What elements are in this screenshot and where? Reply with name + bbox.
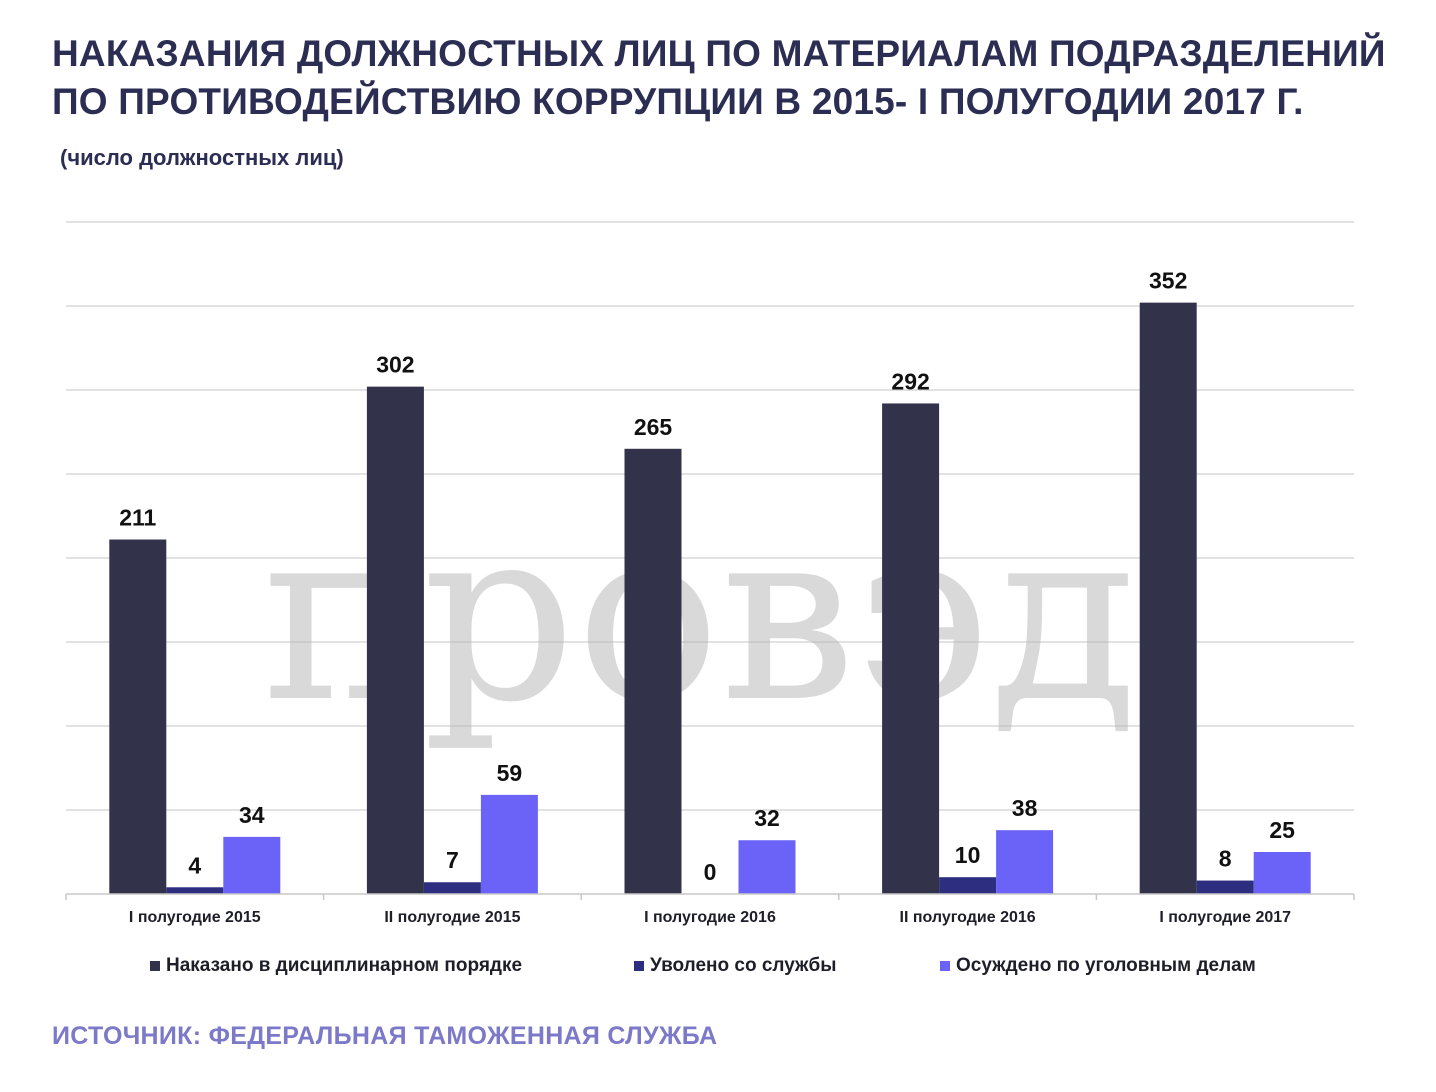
data-label: 7	[446, 847, 459, 873]
chart-title-line-1: НАКАЗАНИЯ ДОЛЖНОСТНЫХ ЛИЦ ПО МАТЕРИАЛАМ …	[52, 33, 1386, 74]
chart-subtitle: (число должностных лиц)	[60, 145, 344, 170]
legend-swatch	[940, 961, 950, 971]
data-label: 0	[704, 859, 717, 885]
legend-label: Осуждено по уголовным делам	[956, 955, 1256, 976]
x-tick-label: I полугодие 2017	[1159, 909, 1291, 926]
bar	[624, 448, 682, 894]
bar	[1196, 880, 1254, 894]
bar	[1253, 852, 1311, 894]
data-label: 265	[634, 414, 673, 440]
x-tick-label: II полугодие 2015	[384, 909, 520, 926]
data-label: 8	[1219, 846, 1232, 872]
data-label: 211	[119, 505, 156, 531]
bar	[109, 539, 167, 894]
data-label: 352	[1149, 268, 1187, 294]
legend-item: Уволено со службы	[634, 955, 836, 977]
data-label: 38	[1012, 795, 1038, 821]
bar	[166, 887, 224, 894]
bar	[1139, 302, 1197, 894]
x-tick-label: II полугодие 2016	[900, 909, 1036, 926]
x-tick-label: I полугодие 2016	[644, 909, 776, 926]
chart-title: НАКАЗАНИЯ ДОЛЖНОСТНЫХ ЛИЦ ПО МАТЕРИАЛАМ …	[52, 30, 1422, 126]
chart-area: провэд 211 4 34 I полугодие 2015 302 7 59 II пол…	[0, 190, 1436, 950]
data-label: 59	[497, 760, 523, 786]
data-label: 34	[239, 802, 265, 828]
data-label: 10	[955, 842, 981, 868]
bar	[366, 386, 424, 894]
legend-swatch	[634, 961, 644, 971]
legend-item: Наказано в дисциплинарном порядке	[150, 955, 522, 977]
data-label: 4	[188, 852, 201, 878]
data-label: 302	[376, 352, 414, 378]
data-label: 32	[754, 805, 780, 831]
data-label: 25	[1269, 817, 1295, 843]
legend-swatch	[150, 961, 160, 971]
bar	[738, 840, 796, 894]
x-tick-label: I полугодие 2015	[129, 909, 261, 926]
chart-title-line-2: ПО ПРОТИВОДЕЙСТВИЮ КОРРУПЦИИ В 2015- I П…	[52, 81, 1304, 122]
bar	[939, 877, 997, 894]
bar	[996, 830, 1054, 894]
data-label: 292	[891, 368, 929, 394]
bar	[223, 836, 281, 894]
chart-legend: Наказано в дисциплинарном порядке Уволено…	[0, 955, 1436, 981]
legend-label: Наказано в дисциплинарном порядке	[166, 955, 523, 976]
legend-item: Осуждено по уголовным делам	[940, 955, 1256, 977]
legend-label: Уволено со службы	[650, 955, 837, 976]
bar	[423, 882, 481, 894]
source-note: ИСТОЧНИК: ФЕДЕРАЛЬНАЯ ТАМОЖЕННАЯ СЛУЖБА	[52, 1022, 718, 1050]
bar	[882, 403, 940, 894]
bar	[480, 794, 538, 894]
